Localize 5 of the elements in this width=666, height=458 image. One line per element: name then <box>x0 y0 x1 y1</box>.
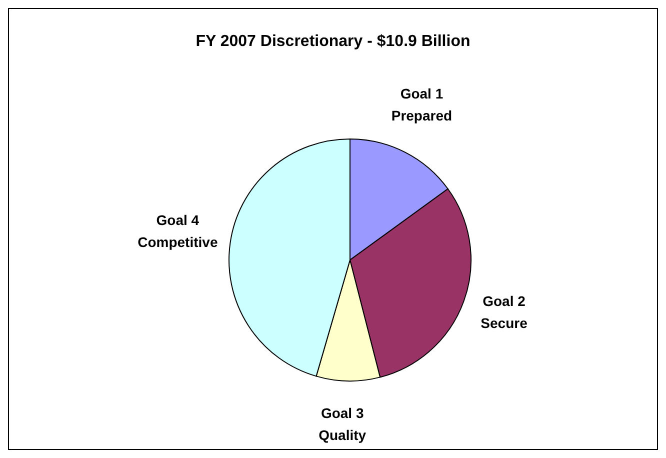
slice-label: Goal 3 Quality <box>318 404 366 443</box>
chart-title: FY 2007 Discretionary - $10.9 Billion <box>194 33 472 51</box>
slice-label: Goal 1 Prepared <box>391 85 452 124</box>
slice-label: Goal 4 Competitive <box>138 212 218 250</box>
slice-label: Goal 2 Secure <box>480 293 528 332</box>
